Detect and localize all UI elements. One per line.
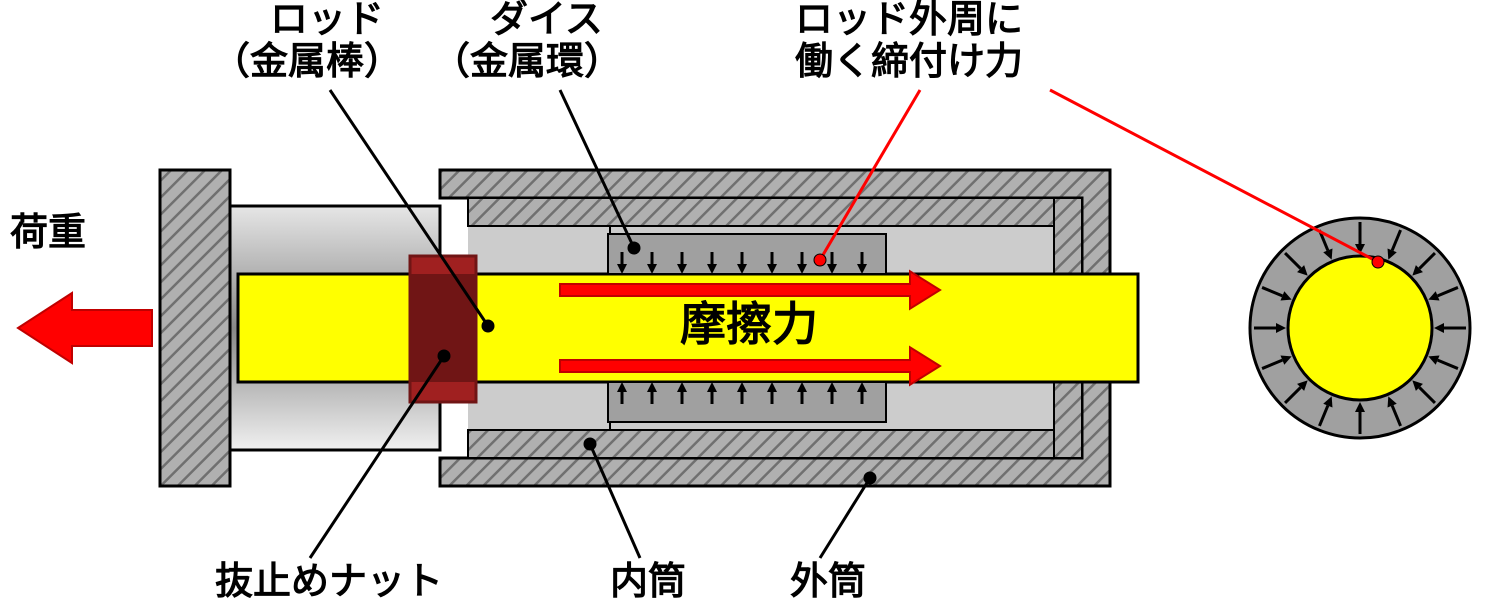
inner-tube-label: 内筒: [610, 561, 686, 603]
leader-dot: [814, 254, 826, 266]
clamp-label-1: ロッド外周に: [795, 0, 1023, 41]
leader-dot: [864, 472, 876, 484]
rod-label-2: （金属棒）: [212, 40, 402, 83]
die-label-2: （金属環）: [432, 40, 622, 83]
outer-tube-label: 外筒: [790, 561, 866, 603]
leader-dot: [482, 320, 494, 332]
stopper-nut-label: 抜止めナット: [215, 561, 443, 603]
load-arrow: [18, 293, 152, 363]
load-label: 荷重: [10, 212, 86, 254]
rod-label-1: ロッド: [270, 0, 384, 41]
leader-dot: [438, 350, 450, 362]
friction-label: 摩擦力: [680, 298, 818, 350]
clamp-label-2: 働く締付け力: [795, 41, 1023, 83]
leader-dot: [1372, 256, 1384, 268]
leader-line: [820, 478, 870, 558]
die-label-1: ダイス: [490, 0, 603, 41]
leader-dot: [584, 438, 596, 450]
leader-dot: [628, 242, 640, 254]
circle-view-rod: [1288, 256, 1432, 400]
